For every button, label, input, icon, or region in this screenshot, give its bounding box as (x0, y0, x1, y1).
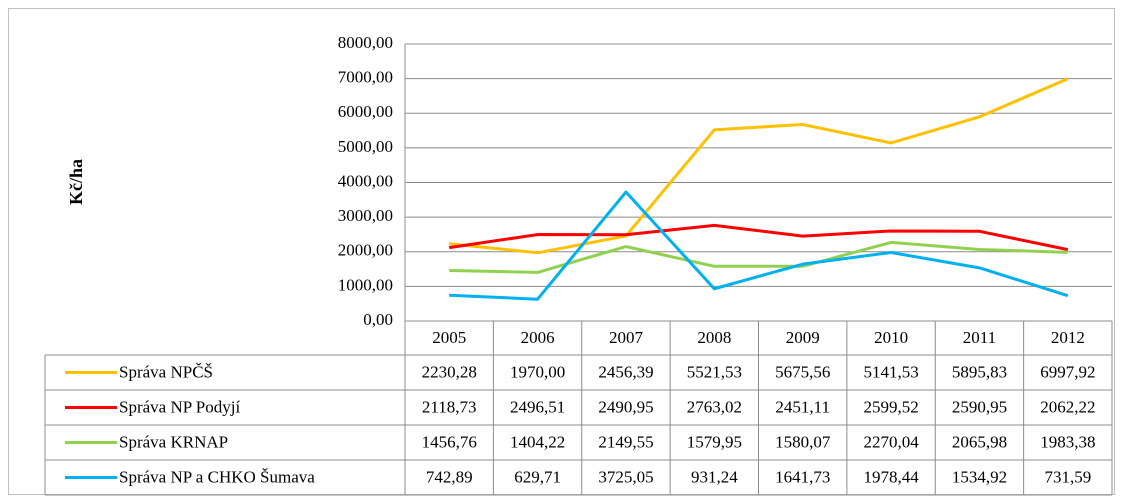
y-tick-label: 7000,00 (338, 68, 393, 87)
y-tick-label: 3000,00 (338, 206, 393, 225)
table-value: 1978,44 (863, 467, 919, 486)
y-axis-label: Kč/ha (66, 159, 86, 205)
x-tick-label: 2012 (1051, 328, 1085, 347)
table-value: 1983,38 (1040, 432, 1095, 451)
series-line (449, 77, 1069, 255)
table-value: 6997,92 (1040, 362, 1095, 381)
series-line (448, 223, 1069, 252)
table-value: 2763,02 (687, 397, 742, 416)
table-value: 931,24 (691, 467, 738, 486)
legend-label: Správa NPČŠ (119, 362, 213, 381)
y-tick-label: 0,00 (363, 310, 393, 329)
table-value: 2118,73 (422, 397, 477, 416)
table-value: 5521,53 (687, 362, 742, 381)
x-tick-label: 2007 (609, 328, 644, 347)
y-tick-label: 6000,00 (338, 102, 393, 121)
table-value: 5675,56 (775, 362, 830, 381)
series-line (449, 240, 1068, 274)
table-value: 742,89 (426, 467, 473, 486)
x-tick-label: 2009 (786, 328, 820, 347)
table-value: 2230,28 (422, 362, 477, 381)
table-value: 1456,76 (422, 432, 477, 451)
table-value: 2451,11 (775, 397, 830, 416)
y-tick-label: 1000,00 (338, 275, 393, 294)
y-tick-label: 4000,00 (338, 171, 393, 190)
x-tick-label: 2005 (432, 328, 466, 347)
legend-label: Správa NP Podyjí (119, 397, 240, 416)
table-value: 1534,92 (952, 467, 1007, 486)
table-value: 2270,04 (863, 432, 919, 451)
table-value: 1580,07 (775, 432, 831, 451)
y-tick-label: 5000,00 (338, 137, 393, 156)
table-value: 5141,53 (863, 362, 918, 381)
table-value: 2149,55 (598, 432, 653, 451)
x-tick-label: 2006 (521, 328, 555, 347)
table-value: 731,59 (1044, 467, 1091, 486)
table-value: 629,71 (514, 467, 561, 486)
table-value: 1404,22 (510, 432, 565, 451)
legend-label: Správa KRNAP (119, 432, 228, 451)
table-value: 3725,05 (598, 467, 653, 486)
table-value: 2062,22 (1040, 397, 1095, 416)
y-tick-label: 2000,00 (338, 241, 393, 260)
y-tick-label: 8000,00 (338, 33, 393, 52)
table-value: 1970,00 (510, 362, 565, 381)
table-value: 2456,39 (598, 362, 653, 381)
table-value: 2590,95 (952, 397, 1007, 416)
table-value: 5895,83 (952, 362, 1007, 381)
table-value: 2490,95 (598, 397, 653, 416)
x-tick-label: 2010 (874, 328, 908, 347)
series-line (449, 190, 1069, 301)
table-value: 2496,51 (510, 397, 565, 416)
x-tick-label: 2008 (697, 328, 731, 347)
table-value: 1641,73 (775, 467, 830, 486)
x-tick-label: 2011 (963, 328, 996, 347)
table-value: 2065,98 (952, 432, 1007, 451)
legend-label: Správa NP a CHKO Šumava (119, 467, 315, 486)
table-value: 2599,52 (863, 397, 918, 416)
table-value: 1579,95 (687, 432, 742, 451)
